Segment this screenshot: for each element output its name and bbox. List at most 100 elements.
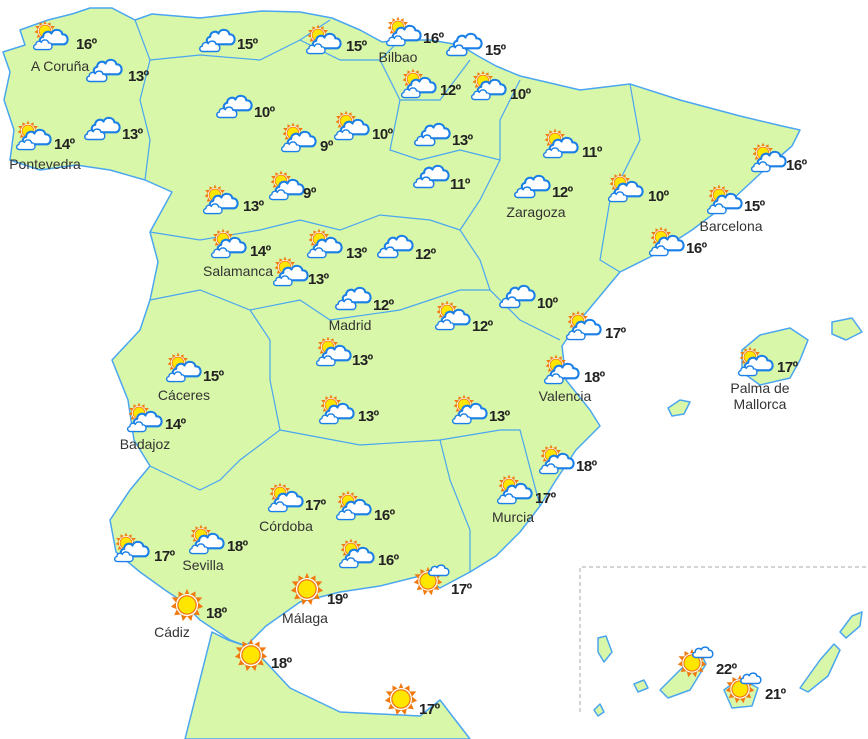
partly-cloudy-icon[interactable] [607,172,647,206]
temperature-label: 16º [378,552,399,569]
temperature-label: 13º [352,352,373,369]
temperature-label: 15º [485,42,506,59]
temperature-label: 15º [346,38,367,55]
partly-cloudy-icon[interactable] [333,110,373,144]
partly-cloudy-icon[interactable] [737,346,777,380]
partly-cloudy-icon[interactable] [32,20,72,54]
cloudy-icon[interactable] [412,160,452,194]
temperature-label: 13º [243,198,264,215]
temperature-label: 13º [308,271,329,288]
partly-cloudy-icon[interactable] [434,300,474,334]
mostly-sunny-icon[interactable] [725,670,765,704]
partly-cloudy-icon[interactable] [542,128,582,162]
partly-cloudy-icon[interactable] [335,490,375,524]
temperature-label: 17º [777,359,798,376]
partly-cloudy-icon[interactable] [113,532,153,566]
canary-islands-frame [579,566,868,712]
city-label: Badajoz [119,436,171,452]
temperature-label: 16º [423,30,444,47]
partly-cloudy-icon[interactable] [385,16,425,50]
partly-cloudy-icon[interactable] [188,524,228,558]
cloudy-icon[interactable] [376,230,416,264]
partly-cloudy-icon[interactable] [268,170,308,204]
cloudy-icon[interactable] [334,282,374,316]
city-label: Bilbao [378,49,418,65]
temperature-label: 17º [535,490,556,507]
partly-cloudy-icon[interactable] [538,444,578,478]
partly-cloudy-icon[interactable] [706,184,746,218]
partly-cloudy-icon[interactable] [750,142,790,176]
cloudy-icon[interactable] [83,112,123,146]
temperature-label: 14º [165,416,186,433]
temperature-label: 14º [54,136,75,153]
temperature-label: 18º [584,369,605,386]
cloudy-icon[interactable] [215,90,255,124]
partly-cloudy-icon[interactable] [126,402,166,436]
temperature-label: 17º [419,701,440,718]
partly-cloudy-icon[interactable] [318,394,358,428]
temperature-label: 15º [203,368,224,385]
partly-cloudy-icon[interactable] [15,120,55,154]
temperature-label: 16º [686,240,707,257]
temperature-label: 11º [582,144,602,161]
cloudy-icon[interactable] [198,24,238,58]
cloudy-icon[interactable] [498,280,538,314]
temperature-label: 15º [744,198,765,215]
canary-el-hierro [593,703,605,717]
city-label: Valencia [538,388,592,404]
partly-cloudy-icon[interactable] [272,256,312,290]
temperature-label: 19º [327,591,348,608]
temperature-label: 22º [716,661,737,678]
temperature-label: 11º [450,176,470,193]
partly-cloudy-icon[interactable] [648,226,688,260]
temperature-label: 12º [373,297,394,314]
sun-icon[interactable] [382,682,422,716]
city-label: Barcelona [699,218,763,234]
temperature-label: 13º [489,408,510,425]
sun-icon[interactable] [232,638,272,672]
partly-cloudy-icon[interactable] [280,122,320,156]
canary-la-gomera [633,679,649,693]
temperature-label: 12º [415,246,436,263]
partly-cloudy-icon[interactable] [338,538,378,572]
cloudy-icon[interactable] [85,54,125,88]
temperature-label: 13º [128,68,149,85]
partly-cloudy-icon[interactable] [400,68,440,102]
temperature-label: 18º [576,458,597,475]
temperature-label: 13º [452,132,473,149]
temperature-label: 17º [154,548,175,565]
city-label: Cáceres [157,387,211,403]
sun-icon[interactable] [168,588,208,622]
city-label: Madrid [328,317,372,333]
partly-cloudy-icon[interactable] [470,70,510,104]
cloudy-icon[interactable] [513,170,553,204]
partly-cloudy-icon[interactable] [496,474,536,508]
partly-cloudy-icon[interactable] [202,184,242,218]
partly-cloudy-icon[interactable] [267,482,307,516]
city-label: Murcia [491,509,535,525]
canary-lanzarote [839,611,863,639]
city-label: Cádiz [154,624,190,640]
partly-cloudy-icon[interactable] [306,228,346,262]
partly-cloudy-icon[interactable] [451,394,491,428]
city-label: A Coruña [30,58,90,74]
temperature-label: 15º [237,36,258,53]
temperature-label: 13º [346,245,367,262]
partly-cloudy-icon[interactable] [305,24,345,58]
partly-cloudy-icon[interactable] [165,352,205,386]
mostly-sunny-icon[interactable] [413,562,453,596]
partly-cloudy-icon[interactable] [543,354,583,388]
cloudy-icon[interactable] [445,28,485,62]
partly-cloudy-icon[interactable] [565,310,605,344]
cloudy-icon[interactable] [413,118,453,152]
sun-icon[interactable] [288,572,328,606]
partly-cloudy-icon[interactable] [315,336,355,370]
temperature-label: 16º [374,507,395,524]
partly-cloudy-icon[interactable] [210,228,250,262]
temperature-label: 9º [303,185,316,202]
mostly-sunny-icon[interactable] [677,644,717,678]
temperature-label: 16º [786,157,807,174]
menorca [831,317,863,341]
